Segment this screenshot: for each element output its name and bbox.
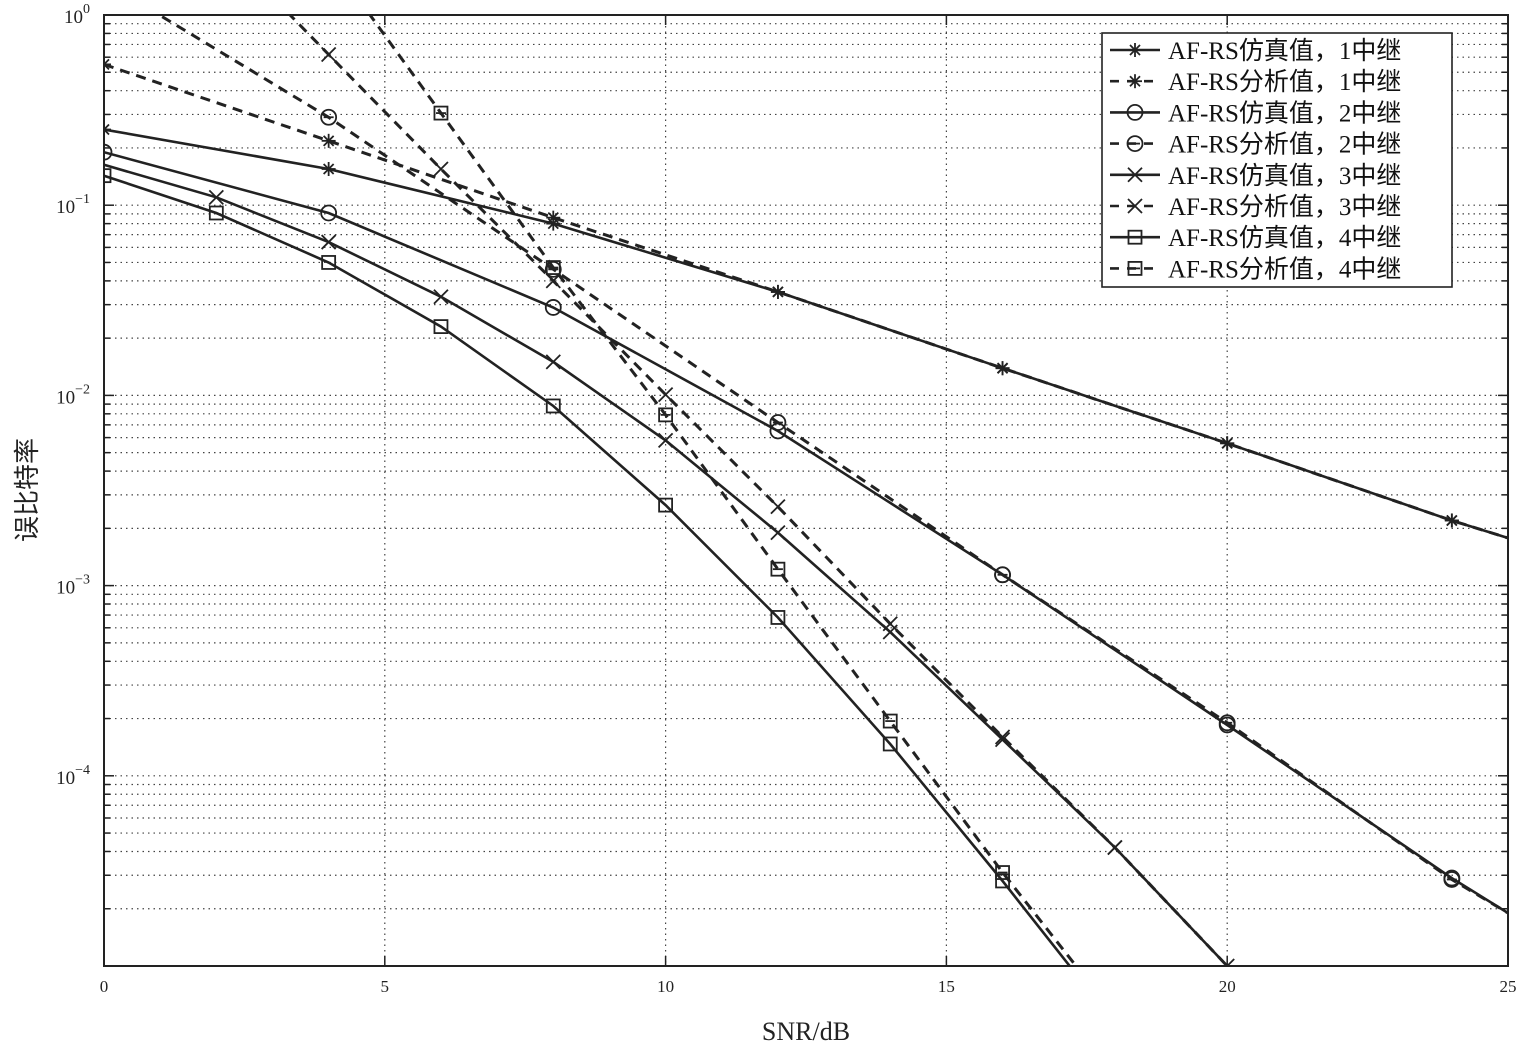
circle-dash-marker: [1126, 135, 1144, 153]
x-marker: [1107, 839, 1123, 856]
legend-label: AF-RS仿真值，3中继: [1168, 162, 1401, 190]
legend-label: AF-RS仿真值，4中继: [1168, 224, 1401, 252]
y-axis-label: 误比特率: [13, 438, 42, 542]
asterisk-marker: [1444, 513, 1459, 528]
asterisk-marker: [770, 284, 785, 299]
square-marker: [208, 205, 224, 221]
x-axis-label: SNR/dB: [762, 1017, 850, 1046]
series-lines: [104, 15, 1508, 966]
square-marker: [104, 168, 112, 184]
y-tick-label: 10−4: [56, 763, 90, 789]
legend-box: [1101, 32, 1453, 288]
x-marker: [882, 616, 898, 632]
legend-label: AF-RS仿真值，2中继: [1168, 99, 1401, 127]
square-marker: [770, 610, 786, 625]
legend-label: AF-RS分析值，1中继: [1168, 68, 1401, 96]
x-marker: [657, 432, 674, 449]
circle-marker: [1126, 104, 1144, 121]
x-marker: [770, 499, 786, 515]
x-marker: [882, 624, 898, 640]
asterisk-marker: [321, 133, 336, 148]
circle-marker: [320, 204, 338, 222]
circle-dash-marker: [320, 108, 338, 126]
plot-frame: [103, 14, 1509, 967]
square-marker: [1127, 229, 1143, 245]
legend-label: AF-RS仿真值，1中继: [1168, 37, 1401, 65]
asterisk-marker: [1128, 43, 1142, 57]
asterisk-marker: [104, 122, 111, 137]
x-tick-label: 25: [1500, 977, 1517, 996]
legend-label: AF-RS分析值，4中继: [1168, 255, 1401, 283]
square-dash-marker: [545, 260, 561, 275]
x-marker: [657, 386, 674, 403]
square-marker: [433, 319, 449, 334]
asterisk-marker: [546, 210, 561, 225]
square-dash-marker: [770, 561, 786, 577]
x-tick-label: 10: [657, 977, 674, 996]
asterisk-marker: [995, 361, 1010, 376]
x-tick-label: 15: [938, 977, 955, 996]
circle-dash-marker: [769, 414, 787, 431]
grid: [104, 15, 1508, 966]
circle-marker: [104, 143, 113, 161]
x-marker: [1127, 167, 1143, 183]
x-marker: [321, 234, 337, 250]
series-line-7: [104, 174, 1072, 966]
asterisk-marker: [321, 161, 336, 176]
square-marker: [321, 255, 337, 270]
x-marker: [545, 273, 561, 289]
square-dash-marker: [882, 713, 898, 729]
square-dash-marker: [658, 407, 673, 423]
x-marker: [1127, 198, 1143, 214]
x-tick-label: 5: [381, 977, 390, 996]
square-marker: [658, 497, 673, 513]
x-marker: [433, 289, 449, 305]
circle-dash-marker: [994, 566, 1011, 584]
y-tick-label: 10−3: [56, 573, 90, 599]
square-marker: [545, 398, 561, 414]
y-tick-label: 10−2: [56, 382, 90, 408]
asterisk-marker: [1128, 74, 1142, 89]
legend: AF-RS仿真值，1中继 AF-RS分析值，1中继 AF-RS仿真值，2中继 AF-R…: [1101, 32, 1453, 288]
series-line-4: [156, 15, 1508, 915]
circle-dash-marker: [1443, 871, 1461, 888]
x-tick-label: 0: [100, 977, 109, 996]
x-marker: [770, 524, 786, 541]
legend-label: AF-RS分析值，3中继: [1168, 193, 1401, 221]
x-marker: [545, 354, 561, 370]
series-line-6: [287, 15, 1229, 966]
asterisk-marker: [104, 57, 111, 72]
x-tick-label: 20: [1219, 977, 1236, 996]
x-marker: [208, 189, 224, 205]
circle-marker: [544, 299, 562, 316]
x-marker: [433, 161, 449, 177]
square-marker: [882, 736, 898, 752]
series-line-2: [104, 62, 1508, 540]
x-marker: [321, 46, 337, 63]
series-line-8: [368, 15, 1078, 966]
legend-label: AF-RS分析值，2中继: [1168, 131, 1401, 159]
square-dash-marker: [433, 105, 449, 121]
circle-dash-marker: [1218, 714, 1236, 732]
x-marker: [994, 731, 1011, 748]
square-dash-marker: [995, 865, 1010, 880]
x-marker: [994, 729, 1011, 745]
y-tick-label: 100: [64, 2, 90, 28]
asterisk-marker: [1220, 436, 1235, 451]
y-tick-label: 10−1: [56, 192, 90, 218]
axis-ticks: 0 5 10 15 20 25 100 10−1 10−2 10−3 10−4: [56, 2, 1516, 996]
square-dash-marker: [1127, 260, 1143, 276]
